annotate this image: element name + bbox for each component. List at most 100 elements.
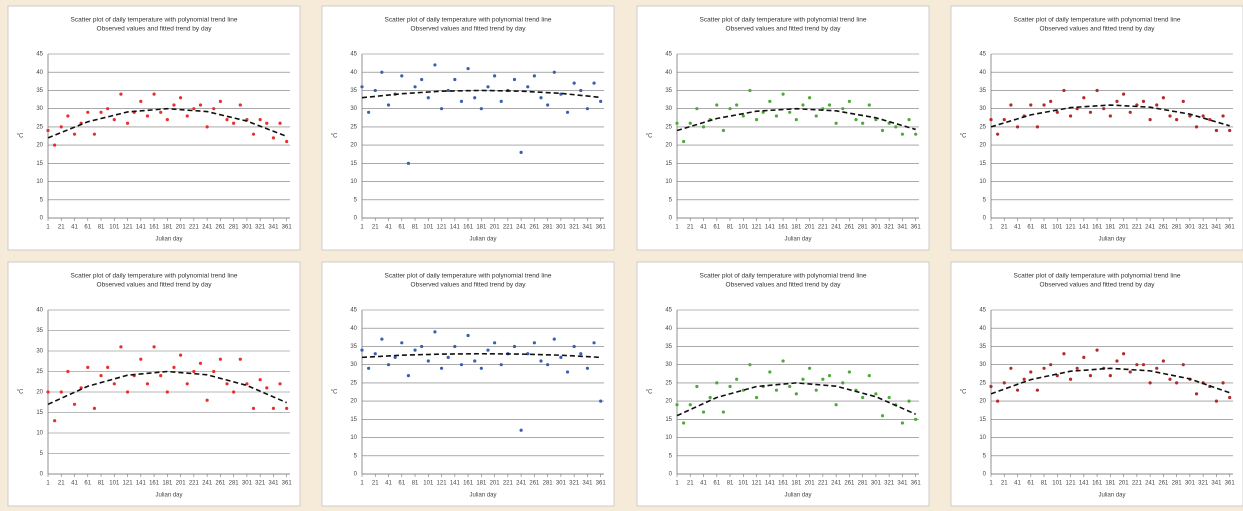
point <box>526 352 530 356</box>
point <box>808 96 812 100</box>
x-tick-label: 261 <box>215 225 226 231</box>
point <box>579 352 583 356</box>
x-tick-label: 81 <box>412 225 419 231</box>
point <box>532 74 536 78</box>
y-tick-label: 30 <box>979 362 986 368</box>
x-tick-label: 1 <box>360 225 364 231</box>
x-tick-label: 141 <box>765 225 776 231</box>
y-tick-label: 35 <box>36 328 43 334</box>
x-tick-label: 341 <box>582 225 593 231</box>
trend-line <box>676 107 916 132</box>
point <box>768 370 772 374</box>
point <box>439 107 444 111</box>
point <box>218 99 222 103</box>
y-tick-label: 10 <box>665 179 672 185</box>
y-tick-label: 20 <box>665 399 672 405</box>
x-tick-label: 61 <box>398 481 405 487</box>
point <box>1035 388 1040 392</box>
point <box>526 85 530 89</box>
point <box>99 374 103 378</box>
point <box>499 99 503 103</box>
x-tick-label: 41 <box>1014 481 1021 487</box>
point <box>546 103 550 107</box>
chart-title: Observed values and fitted trend by day <box>97 282 213 289</box>
y-tick-label: 20 <box>665 143 672 149</box>
point <box>1201 114 1205 118</box>
point <box>512 344 517 349</box>
point <box>251 406 256 410</box>
x-tick-label: 81 <box>98 225 105 231</box>
x-tick-label: 81 <box>727 481 734 487</box>
x-tick-label: 21 <box>687 225 694 231</box>
x-tick-label: 161 <box>1092 481 1103 487</box>
x-axis-label: Julian day <box>1098 237 1125 243</box>
x-tick-label: 281 <box>858 481 869 487</box>
point <box>66 369 70 374</box>
chart-panel: Scatter plot of daily temperature with p… <box>636 5 930 251</box>
point <box>894 125 898 129</box>
point <box>380 70 384 74</box>
panel-background <box>7 261 301 507</box>
x-tick-label: 281 <box>858 225 869 231</box>
x-tick-label: 161 <box>1092 225 1103 231</box>
point <box>1228 128 1232 133</box>
chart-title: Observed values and fitted trend by day <box>411 282 527 289</box>
point <box>688 121 692 125</box>
point <box>466 66 470 71</box>
point <box>433 63 437 67</box>
x-tick-label: 121 <box>752 225 763 231</box>
point <box>695 384 699 389</box>
point <box>172 365 176 369</box>
x-tick-label: 1 <box>46 225 50 231</box>
point <box>1161 359 1165 363</box>
y-tick-label: 40 <box>665 70 672 76</box>
point <box>59 390 63 394</box>
y-tick-label: 15 <box>979 417 986 423</box>
point <box>801 377 805 381</box>
point <box>473 96 477 100</box>
point <box>367 366 371 370</box>
x-tick-label: 221 <box>503 225 514 231</box>
point <box>367 110 371 114</box>
point <box>1055 110 1059 114</box>
point <box>1009 366 1013 370</box>
point <box>86 365 90 369</box>
point <box>721 128 726 133</box>
y-tick-label: 25 <box>979 124 986 130</box>
x-tick-label: 141 <box>136 481 147 487</box>
point <box>867 103 871 107</box>
y-tick-label: 45 <box>36 52 43 58</box>
point <box>1088 374 1093 378</box>
x-tick-label: 221 <box>818 481 829 487</box>
x-tick-label: 281 <box>543 481 554 487</box>
x-tick-label: 281 <box>1172 481 1183 487</box>
point <box>794 392 798 396</box>
y-tick-label: 25 <box>665 380 672 386</box>
y-tick-label: 40 <box>350 326 357 332</box>
point <box>499 363 503 367</box>
y-tick-label: 25 <box>665 124 672 130</box>
y-tick-label: 20 <box>350 399 357 405</box>
x-tick-label: 101 <box>1052 225 1063 231</box>
point <box>1168 377 1172 381</box>
y-tick-label: 5 <box>354 453 358 459</box>
point <box>592 81 596 85</box>
point <box>119 92 123 96</box>
point <box>433 330 437 334</box>
point <box>788 384 792 389</box>
x-tick-label: 101 <box>738 481 749 487</box>
point <box>1062 352 1066 356</box>
point <box>688 403 692 407</box>
point <box>599 99 603 103</box>
point <box>238 357 242 361</box>
x-tick-label: 201 <box>805 225 816 231</box>
point <box>1102 107 1106 111</box>
trend-line <box>47 107 287 139</box>
point <box>446 88 450 93</box>
x-tick-label: 161 <box>778 225 789 231</box>
point <box>1155 366 1159 370</box>
x-tick-label: 181 <box>476 481 487 487</box>
x-tick-label: 361 <box>596 225 607 231</box>
point <box>754 118 759 122</box>
x-tick-label: 161 <box>463 225 474 231</box>
